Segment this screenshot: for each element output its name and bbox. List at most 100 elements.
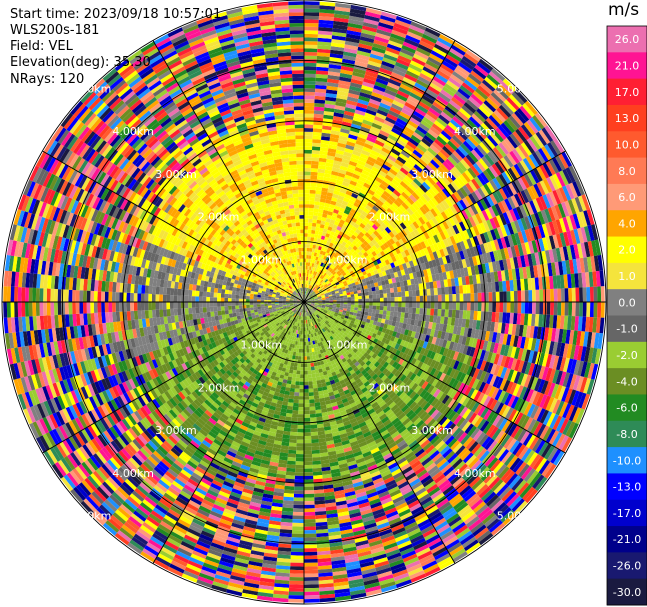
- velocity-cell: [327, 188, 334, 194]
- velocity-cell: [324, 107, 335, 113]
- velocity-cell: [304, 193, 310, 197]
- velocity-cell: [326, 214, 332, 220]
- velocity-cell: [327, 211, 334, 216]
- velocity-cell: [348, 19, 364, 26]
- velocity-cell: [410, 113, 423, 123]
- velocity-cell: [382, 289, 387, 294]
- velocity-cell: [351, 217, 358, 223]
- velocity-cell: [309, 406, 316, 411]
- velocity-cell: [310, 281, 313, 286]
- velocity-cell: [309, 281, 312, 286]
- velocity-cell: [308, 255, 312, 259]
- velocity-cell: [312, 457, 321, 462]
- velocity-cell: [407, 28, 424, 38]
- velocity-cell: [319, 224, 325, 229]
- velocity-cell: [439, 63, 454, 74]
- velocity-cell: [313, 237, 318, 242]
- velocity-cell: [433, 308, 438, 316]
- velocity-cell: [404, 161, 414, 170]
- velocity-cell: [408, 155, 418, 164]
- velocity-cell: [338, 191, 346, 198]
- velocity-cell: [346, 141, 356, 147]
- velocity-cell: [314, 267, 317, 272]
- velocity-cell: [304, 584, 319, 589]
- velocity-cell: [315, 272, 319, 277]
- velocity-cell: [305, 276, 307, 281]
- velocity-cell: [308, 348, 312, 353]
- velocity-cell: [388, 168, 398, 176]
- velocity-cell: [312, 467, 322, 473]
- velocity-cell: [319, 154, 328, 159]
- velocity-cell: [316, 183, 323, 188]
- velocity-cell: [319, 5, 336, 11]
- velocity-cell: [316, 66, 329, 72]
- velocity-cell: [354, 304, 359, 308]
- velocity-cell: [330, 42, 345, 48]
- velocity-cell: [568, 302, 573, 316]
- velocity-cell: [372, 309, 377, 314]
- velocity-cell: [339, 76, 352, 83]
- velocity-cell: [586, 287, 591, 302]
- velocity-cell: [459, 310, 464, 319]
- velocity-cell: [391, 178, 400, 187]
- velocity-cell: [340, 249, 346, 255]
- velocity-cell: [564, 302, 569, 316]
- velocity-cell: [304, 102, 315, 107]
- velocity-cell: [448, 77, 462, 88]
- velocity-cell: [416, 125, 428, 135]
- velocity-cell: [360, 201, 368, 208]
- velocity-cell: [305, 291, 308, 296]
- velocity-cell: [304, 370, 308, 375]
- velocity-cell: [363, 115, 375, 123]
- velocity-cell: [319, 250, 324, 255]
- velocity-cell: [314, 280, 318, 284]
- velocity-cell: [325, 218, 331, 223]
- velocity-cell: [335, 149, 345, 155]
- velocity-cell: [371, 91, 384, 99]
- velocity-cell: [333, 258, 339, 263]
- velocity-cell: [341, 158, 350, 165]
- velocity-cell: [546, 289, 551, 302]
- velocity-cell: [378, 105, 390, 114]
- velocity-cell: [407, 95, 420, 105]
- velocity-cell: [361, 228, 367, 235]
- velocity-cell: [320, 270, 324, 275]
- velocity-cell: [455, 285, 460, 294]
- velocity-cell: [304, 215, 309, 219]
- velocity-cell: [369, 185, 377, 193]
- velocity-cell: [304, 70, 317, 74]
- velocity-cell: [365, 7, 382, 15]
- velocity-cell: [317, 272, 321, 277]
- velocity-cell: [311, 153, 320, 158]
- velocity-cell: [463, 79, 478, 91]
- velocity-cell: [309, 285, 313, 290]
- velocity-cell: [304, 501, 315, 505]
- velocity-cell: [473, 310, 478, 321]
- velocity-cell: [391, 29, 407, 39]
- velocity-cell: [315, 405, 321, 411]
- velocity-cell: [390, 292, 395, 298]
- velocity-cell: [308, 284, 311, 289]
- velocity-cell: [369, 298, 373, 302]
- velocity-cell: [364, 291, 369, 296]
- velocity-cell: [304, 504, 315, 509]
- velocity-cell: [346, 240, 352, 246]
- velocity-cell: [357, 179, 365, 186]
- velocity-cell: [476, 61, 491, 74]
- velocity-cell: [325, 265, 330, 270]
- velocity-cell: [438, 34, 455, 45]
- velocity-cell: [384, 50, 399, 59]
- velocity-cell: [304, 41, 318, 45]
- velocity-cell: [535, 289, 540, 302]
- velocity-cell: [318, 161, 327, 166]
- velocity-cell: [326, 192, 334, 197]
- velocity-cell: [394, 306, 399, 312]
- velocity-cell: [348, 183, 356, 190]
- velocity-cell: [466, 302, 471, 311]
- velocity-cell: [358, 302, 362, 305]
- velocity-cell: [571, 287, 576, 302]
- velocity-cell: [305, 287, 307, 292]
- velocity-cell: [319, 258, 324, 263]
- velocity-cell: [304, 175, 311, 179]
- velocity-cell: [313, 271, 316, 275]
